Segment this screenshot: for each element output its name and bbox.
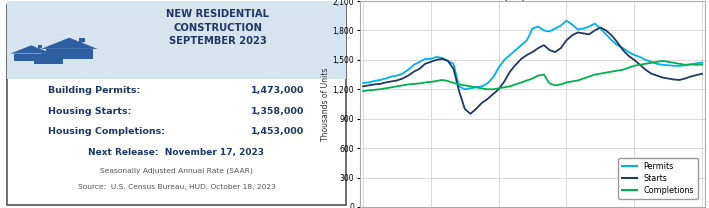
Completions [658, 60, 666, 62]
Permits [562, 19, 571, 22]
Text: Housing Completions:: Housing Completions: [48, 127, 165, 136]
Starts [698, 73, 706, 75]
Text: 1,473,000: 1,473,000 [251, 86, 304, 95]
Permits [461, 88, 469, 90]
Starts [427, 61, 435, 63]
Completions [359, 90, 367, 93]
Polygon shape [41, 38, 97, 49]
Completions [477, 87, 486, 90]
Text: Source:  U.S. Census Bureau, HUD, October 18, 2023: Source: U.S. Census Bureau, HUD, October… [77, 184, 275, 190]
Text: Building Permits:: Building Permits: [48, 86, 141, 95]
Line: Completions: Completions [363, 61, 702, 91]
Polygon shape [38, 45, 43, 50]
Starts [664, 77, 672, 80]
Text: (Seasonally Adjusted Annual Rate): (Seasonally Adjusted Annual Rate) [463, 0, 602, 1]
Text: 1,358,000: 1,358,000 [251, 107, 304, 116]
Y-axis label: Thousands of Units: Thousands of Units [320, 67, 330, 141]
Permits [698, 61, 706, 64]
Polygon shape [11, 45, 52, 53]
Polygon shape [31, 51, 66, 58]
Polygon shape [34, 58, 63, 64]
Polygon shape [55, 51, 58, 54]
Completions [652, 61, 661, 63]
Polygon shape [79, 38, 84, 43]
Permits [438, 57, 447, 59]
Permits [483, 82, 491, 85]
Text: NEW RESIDENTIAL: NEW RESIDENTIAL [167, 9, 269, 19]
Starts [438, 58, 447, 60]
Completions [698, 63, 706, 66]
Permits [664, 64, 672, 67]
Text: CONSTRUCTION: CONSTRUCTION [174, 23, 262, 33]
Starts [568, 34, 576, 37]
Legend: Permits, Starts, Completions: Permits, Starts, Completions [618, 158, 698, 199]
Starts [596, 26, 605, 29]
Permits [359, 82, 367, 84]
Text: Housing Starts:: Housing Starts: [48, 107, 132, 116]
Permits [427, 58, 435, 60]
Permits [574, 28, 582, 31]
Polygon shape [14, 53, 48, 61]
Polygon shape [45, 49, 93, 59]
Line: Starts: Starts [363, 27, 702, 114]
Completions [562, 81, 571, 84]
Starts [467, 113, 475, 115]
Text: SEPTEMBER 2023: SEPTEMBER 2023 [169, 36, 267, 46]
FancyBboxPatch shape [7, 1, 346, 79]
Starts [483, 98, 491, 100]
Permits [545, 30, 554, 33]
Text: Next Release:  November 17, 2023: Next Release: November 17, 2023 [89, 148, 264, 157]
Completions [540, 73, 548, 76]
FancyBboxPatch shape [7, 5, 346, 205]
Starts [359, 85, 367, 88]
Text: Seasonally Adjusted Annual Rate (SAAR): Seasonally Adjusted Annual Rate (SAAR) [100, 168, 253, 174]
Starts [545, 49, 554, 51]
Completions [427, 81, 435, 83]
Text: 1,453,000: 1,453,000 [251, 127, 304, 136]
Completions [438, 79, 447, 81]
Line: Permits: Permits [363, 21, 702, 89]
